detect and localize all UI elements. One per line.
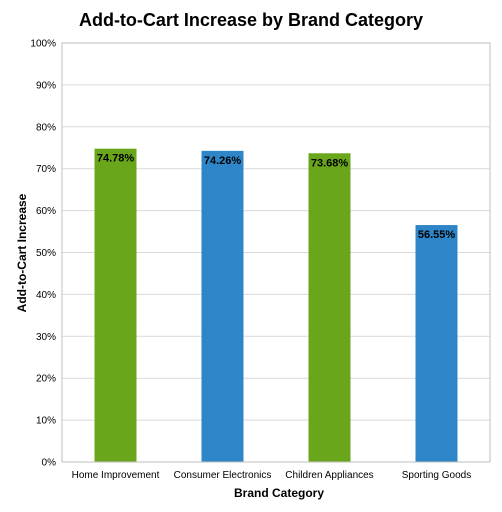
bar — [94, 148, 137, 462]
y-tick-label: 80% — [36, 122, 56, 133]
x-axis-title: Brand Category — [234, 486, 324, 500]
bar — [308, 153, 351, 462]
y-tick-label: 70% — [36, 164, 56, 175]
y-tick-label: 50% — [36, 248, 56, 259]
x-tick-label: Home Improvement — [72, 470, 160, 481]
y-tick-label: 30% — [36, 332, 56, 343]
bar — [415, 225, 458, 462]
y-tick-label: 90% — [36, 80, 56, 91]
y-axis-ticks: 0% 10% 20% 30% 40% 50% 60% 70% 80% 90% 100% — [30, 39, 56, 469]
chart-title: Add-to-Cart Increase by Brand Category — [79, 10, 423, 30]
data-label: 73.68% — [311, 157, 349, 169]
y-axis-title: Add-to-Cart Increase — [15, 193, 29, 312]
bars — [94, 148, 458, 463]
y-tick-label: 10% — [36, 416, 56, 427]
x-axis-ticks: Home Improvement Consumer Electronics Chil… — [72, 470, 472, 481]
bar — [201, 150, 244, 463]
x-tick-label: Children Appliances — [285, 470, 373, 481]
y-tick-label: 60% — [36, 206, 56, 217]
data-label: 74.26% — [204, 155, 242, 167]
y-tick-label: 40% — [36, 290, 56, 301]
y-tick-label: 20% — [36, 374, 56, 385]
x-tick-label: Sporting Goods — [402, 470, 472, 481]
data-label: 56.55% — [418, 229, 456, 241]
plot-frame — [61, 42, 491, 463]
y-tick-label: 100% — [30, 39, 56, 50]
x-tick-label: Consumer Electronics — [174, 470, 272, 481]
data-label: 74.78% — [97, 153, 135, 165]
data-labels: 74.78% 74.26% 73.68% 56.55% — [97, 153, 456, 241]
y-tick-label: 0% — [42, 458, 57, 469]
